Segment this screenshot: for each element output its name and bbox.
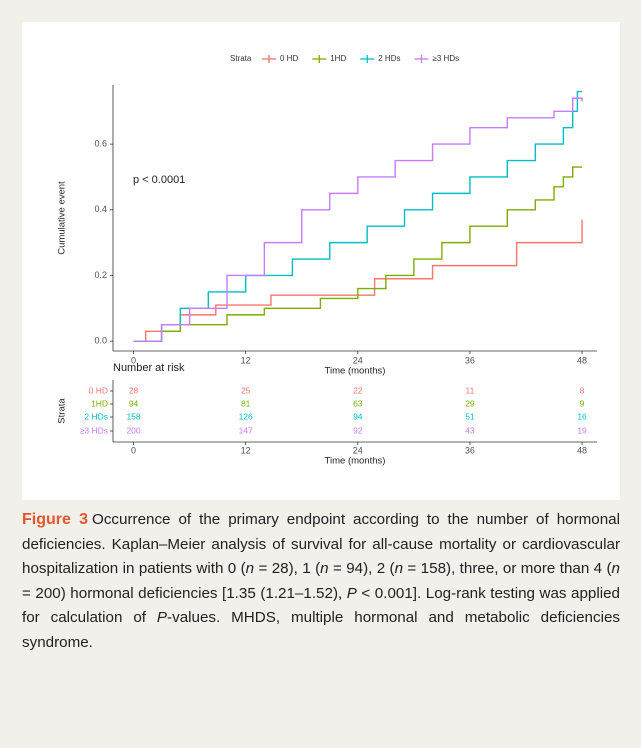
km-curve [133,166,583,342]
risk-table-title: Number at risk [113,362,185,374]
risk-count: 28 [129,385,139,395]
risk-count: 51 [465,411,475,421]
risk-row-label: 0 HD [89,385,108,395]
caption-text: Occurrence of the primary endpoint accor… [22,511,621,578]
risk-count: 22 [353,385,363,395]
risk-row-label: ≥3 HDs [80,425,108,435]
km-curve [133,97,583,342]
figure-caption: Figure 3 Occurrence of the primary endpoi… [22,508,620,656]
km-curve [133,219,583,342]
x-axis-label: Time (months) [325,366,386,377]
caption-text: = 200) hormonal deficiencies [1.35 (1.21… [22,584,347,602]
risk-count: 81 [241,398,251,408]
risk-x-tick-label: 36 [465,445,475,455]
risk-count: 9 [580,398,585,408]
caption-text: P [156,609,168,627]
caption-text: n [394,560,404,578]
risk-x-label: Time (months) [325,456,386,467]
risk-x-tick-label: 48 [577,445,587,455]
x-tick-label: 48 [577,355,587,365]
risk-row-label: 1HD [91,398,108,408]
risk-count: 8 [580,385,585,395]
caption-text: = 94), 2 ( [328,560,395,578]
x-tick-label: 36 [465,355,475,365]
risk-x-tick-label: 0 [131,445,136,455]
y-tick-label: 0.4 [94,204,107,214]
risk-count: 16 [577,411,587,421]
y-tick-label: 0.2 [94,270,107,280]
caption-text: n [611,560,620,578]
risk-count: 94 [129,398,139,408]
figure-label: Figure 3 [22,511,88,528]
legend-label: 1HD [330,54,346,63]
caption-text: P [346,584,357,602]
risk-count: 200 [126,425,140,435]
risk-x-tick-label: 12 [241,445,251,455]
risk-count: 147 [239,425,253,435]
caption-text: n [320,560,329,578]
x-tick-label: 24 [353,355,363,365]
caption-text: = 158), three, or more than 4 ( [403,560,612,578]
caption-text: = 28), 1 ( [254,560,321,578]
legend-label: 2 HDs [378,54,400,63]
legend-label: 0 HD [280,54,298,63]
y-tick-label: 0.6 [94,138,107,148]
km-curve [133,90,583,342]
caption-text: -values. MHDS, multiple hormonal and met… [22,609,621,651]
caption-text: n [245,560,255,578]
risk-count: 19 [577,425,587,435]
legend-title: Strata [230,54,252,63]
risk-count: 25 [241,385,251,395]
y-axis-label: Cumulative event [57,181,68,255]
risk-count: 94 [353,411,363,421]
risk-row-label: 2 HDs [84,411,108,421]
risk-table-ylabel: Strata [57,398,68,424]
chart: Strata 0 HD 1HD 2 HDs ≥3 HDs 0.0 0.2 0.4 0.6 0 12 2… [57,54,597,467]
risk-count: 29 [465,398,475,408]
y-tick-label: 0.0 [94,336,107,346]
caption-text: < 0.001]. Log-rank testing was applied f… [22,584,621,627]
risk-count: 126 [239,411,253,421]
risk-count: 158 [126,411,140,421]
risk-count: 11 [466,385,475,395]
risk-count: 92 [353,425,363,435]
risk-x-tick-label: 24 [353,445,363,455]
legend-label: ≥3 HDs [432,54,459,63]
figure-panel [22,22,620,500]
x-tick-label: 0 [131,355,136,365]
x-tick-label: 12 [241,355,251,365]
risk-count: 63 [353,398,363,408]
risk-count: 43 [465,425,475,435]
p-value: p < 0.0001 [133,174,185,186]
